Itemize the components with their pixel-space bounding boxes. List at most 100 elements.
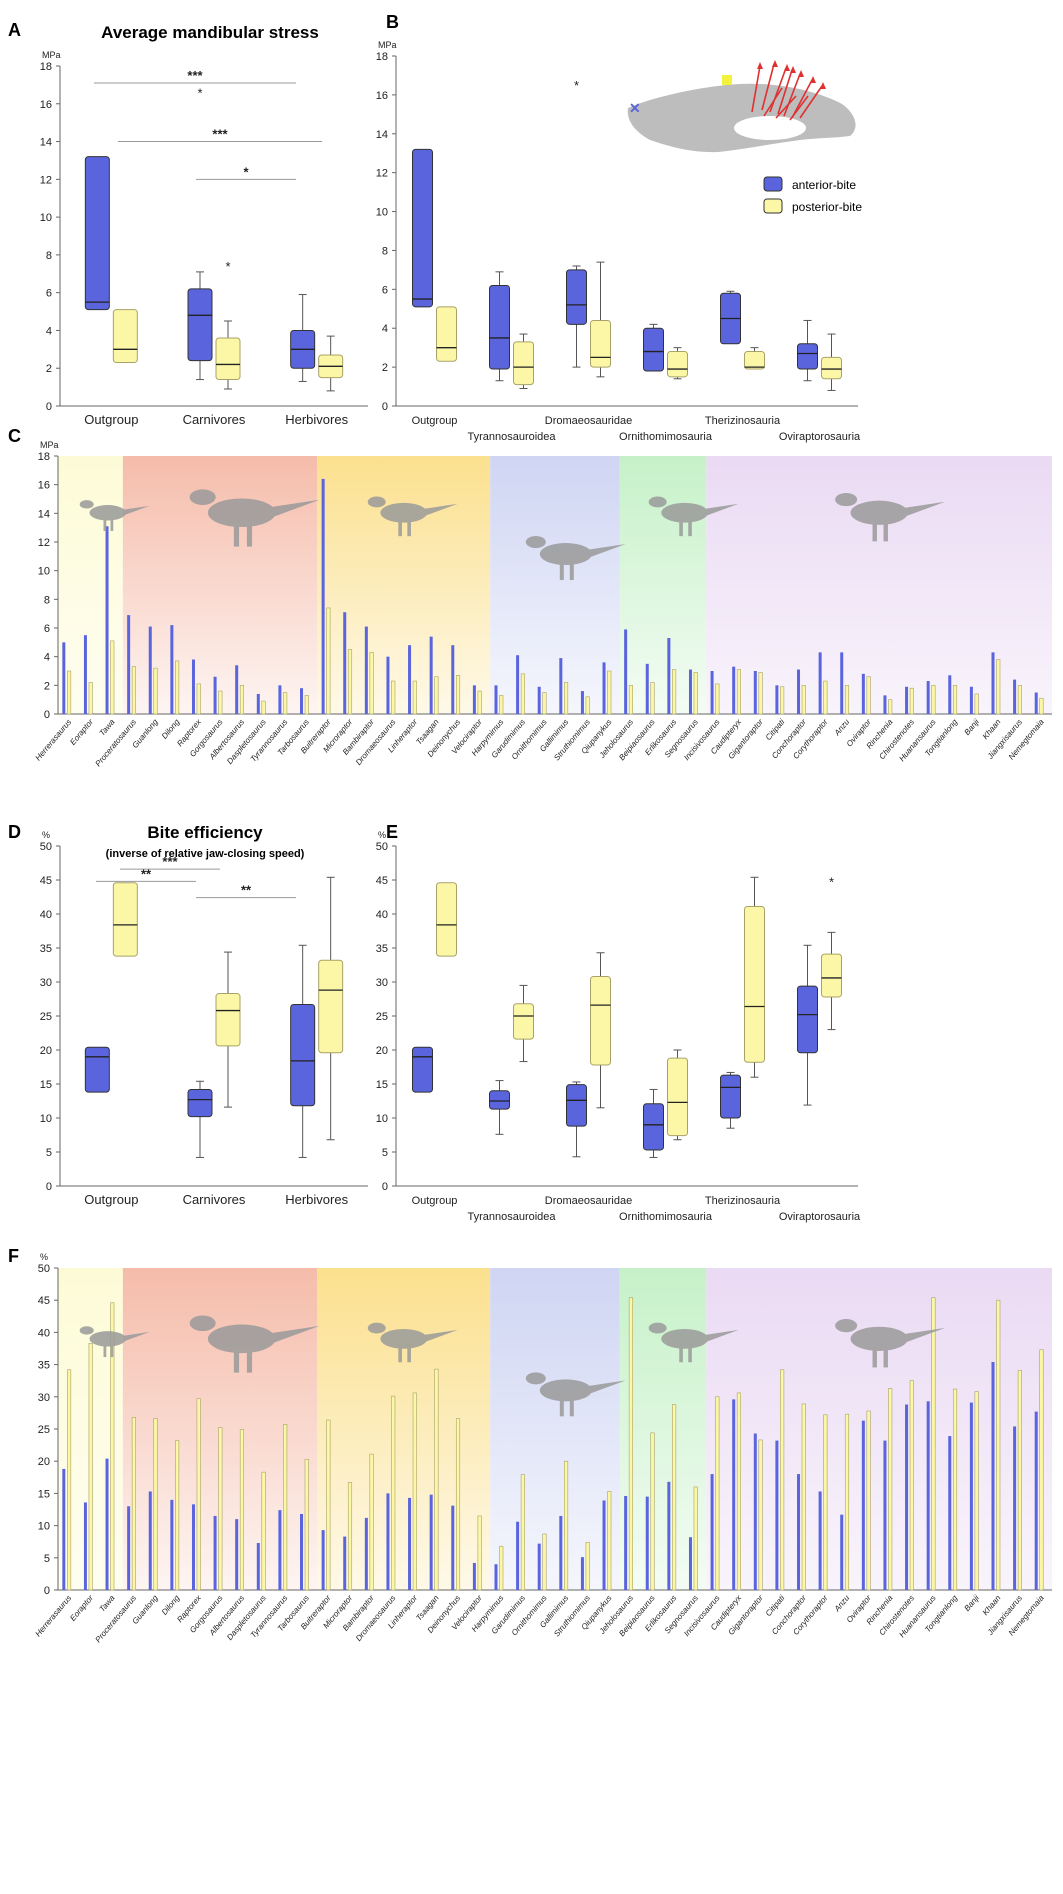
bar-anterior-19 — [451, 645, 455, 714]
posterior-1-box — [112, 309, 138, 364]
bar-posterior-13 — [326, 607, 331, 715]
bar-anterior-9 — [235, 665, 239, 714]
bar-anterior-31 — [710, 1474, 714, 1590]
bar-anterior-12 — [300, 1514, 304, 1590]
bar-anterior-33 — [753, 671, 757, 714]
x-category-label: Ornithomimosauria — [619, 431, 713, 443]
y-tick-label: 14 — [40, 137, 52, 149]
bar-posterior-22 — [520, 673, 525, 715]
silhouette-body — [661, 1328, 709, 1349]
x-category-label: Dromaeosauridae — [545, 1195, 632, 1207]
y-tick-label: 0 — [382, 1181, 388, 1193]
y-tick-label: 2 — [44, 680, 50, 692]
bar-posterior-29 — [672, 1404, 677, 1591]
bar-anterior-34 — [775, 1440, 779, 1590]
bar-anterior-45 — [1013, 1426, 1017, 1590]
bar-posterior-38 — [866, 1410, 871, 1591]
y-tick-label: 30 — [40, 977, 52, 989]
muscle-force-arrows-icon — [751, 63, 823, 121]
bar-anterior-23 — [537, 686, 541, 714]
bar-anterior-46 — [1034, 1411, 1038, 1590]
bar-posterior-4 — [131, 1417, 136, 1591]
bar-anterior-35 — [797, 669, 801, 714]
silhouette-body — [661, 502, 709, 523]
bar-anterior-34 — [775, 685, 779, 714]
x-category-label: Outgroup — [84, 1192, 138, 1207]
bar-posterior-39 — [888, 699, 893, 715]
y-tick-label: 10 — [40, 1113, 52, 1125]
silhouette-body — [539, 543, 592, 566]
bar-anterior-25 — [580, 691, 584, 714]
silhouette-leg — [559, 560, 564, 581]
bar-anterior-5 — [148, 626, 152, 714]
bar-posterior-46 — [1039, 697, 1044, 715]
x-category-label: Ornithomimosauria — [619, 1211, 713, 1223]
posterior-3-box — [590, 319, 611, 368]
taxon-label: Tawa — [98, 1593, 117, 1614]
x-category-label: Oviraptorosauria — [779, 1211, 861, 1223]
silhouette-body — [850, 1326, 908, 1351]
x-category-label: Therizinosauria — [705, 415, 781, 427]
bar-anterior-4 — [127, 1506, 131, 1590]
taxon-label: Tawa — [98, 717, 117, 738]
outgroup-silhouette-icon — [79, 500, 150, 531]
bar-posterior-30 — [693, 672, 698, 715]
bar-posterior-15 — [369, 1453, 374, 1591]
x-category-label: Herbivores — [285, 412, 348, 427]
y-tick-label: 5 — [44, 1553, 50, 1565]
dromaeosaur-silhouette-icon — [367, 496, 458, 537]
bar-posterior-31 — [715, 1396, 720, 1591]
y-tick-label: 14 — [376, 129, 388, 141]
posterior-5-box — [744, 906, 765, 1063]
y-tick-label: 25 — [38, 1424, 50, 1436]
bar-anterior-39 — [883, 1440, 887, 1590]
anterior-2-box — [187, 1088, 213, 1118]
bar-anterior-29 — [667, 638, 671, 714]
bar-posterior-24 — [564, 1460, 569, 1591]
bar-anterior-42 — [948, 1436, 952, 1590]
y-tick-label: 12 — [376, 168, 388, 180]
chart-d: 0 5 10 15 20 25 30 35 40 45 50% Outgroup Carnivores H… — [40, 830, 368, 1207]
bar-anterior-21 — [494, 1564, 498, 1590]
bar-anterior-18 — [429, 1494, 433, 1590]
anterior-3-box — [566, 1084, 587, 1127]
silhouette-body — [207, 1324, 276, 1354]
ornithomimosaur-silhouette-icon — [525, 1372, 626, 1417]
tyrannosaur-silhouette-icon — [189, 1315, 320, 1373]
significance-stars: *** — [162, 854, 178, 869]
bar-posterior-1 — [67, 670, 72, 715]
bar-posterior-33 — [758, 672, 763, 715]
bar-anterior-32 — [732, 666, 736, 714]
y-tick-label: 0 — [46, 1181, 52, 1193]
taxon-label: Banji — [963, 717, 981, 737]
bar-anterior-8 — [213, 1515, 217, 1590]
bar-posterior-22 — [520, 1474, 525, 1591]
bar-anterior-21 — [494, 685, 498, 714]
bar-posterior-33 — [758, 1439, 763, 1591]
y-tick-label: 25 — [40, 1011, 52, 1023]
bar-anterior-1 — [62, 1468, 66, 1590]
silhouette-leg — [872, 519, 877, 542]
y-tick-label: 30 — [376, 977, 388, 989]
bar-anterior-17 — [408, 1497, 412, 1590]
silhouette-head — [648, 1322, 667, 1334]
y-tick-label: 0 — [382, 401, 388, 413]
y-tick-label: 0 — [44, 1585, 50, 1597]
bar-anterior-41 — [926, 1401, 930, 1590]
silhouette-head — [835, 1319, 858, 1333]
y-tick-label: 16 — [40, 99, 52, 111]
bar-anterior-27 — [624, 629, 628, 714]
y-axis-unit: % — [40, 1252, 48, 1262]
x-category-label: Carnivores — [183, 1192, 246, 1207]
bar-posterior-20 — [477, 690, 482, 715]
bar-posterior-23 — [542, 1533, 547, 1591]
silhouette-leg — [103, 1343, 107, 1358]
silhouette-leg — [569, 560, 574, 581]
anterior-2-box — [187, 288, 213, 362]
y-tick-label: 10 — [38, 566, 50, 578]
therizinosaur-silhouette-icon — [648, 496, 739, 537]
y-tick-label: 18 — [376, 51, 388, 63]
anterior-1-box — [412, 148, 433, 308]
y-tick-label: 20 — [40, 1045, 52, 1057]
